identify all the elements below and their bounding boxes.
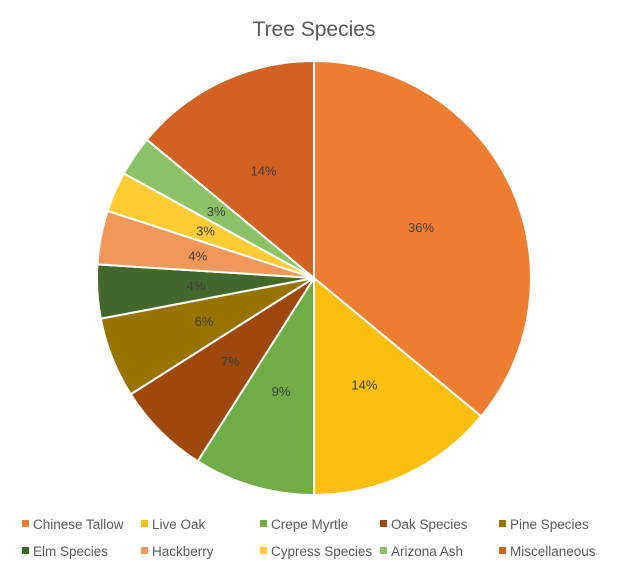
legend-item-arizona-ash: Arizona Ash xyxy=(380,544,463,559)
legend-swatch xyxy=(380,547,387,554)
legend-swatch xyxy=(22,547,29,554)
data-label-crepe-myrtle: 9% xyxy=(272,384,291,399)
legend-label: Crepe Myrtle xyxy=(271,517,348,532)
legend-label: Chinese Tallow xyxy=(33,517,124,532)
pie-slice-crepe-myrtle xyxy=(196,277,315,496)
legend-item-crepe-myrtle: Crepe Myrtle xyxy=(260,517,348,532)
legend-label: Pine Species xyxy=(510,517,589,532)
pie-slices xyxy=(96,60,532,496)
pie-slice-chinese-tallow xyxy=(313,60,532,418)
legend-label: Oak Species xyxy=(391,517,468,532)
legend-label: Miscellaneous xyxy=(510,544,596,559)
data-label-pine-species: 6% xyxy=(195,314,214,329)
chart-legend: Chinese Tallow Live Oak Crepe Myrtle Oak Sp… xyxy=(22,517,596,559)
data-label-arizona-ash: 3% xyxy=(207,204,226,219)
legend-item-pine-species: Pine Species xyxy=(499,517,589,532)
legend-item-miscellaneous: Miscellaneous xyxy=(499,544,596,559)
legend-item-cypress-species: Cypress Species xyxy=(260,544,373,559)
legend-item-chinese-tallow: Chinese Tallow xyxy=(22,517,124,532)
data-label-cypress-species: 3% xyxy=(196,224,215,239)
legend-swatch xyxy=(499,520,506,527)
legend-label: Live Oak xyxy=(152,517,206,532)
data-label-hackberry: 4% xyxy=(188,248,207,263)
pie-data-labels: 36% 14% 9% 7% 6% 4% 4% 3% 3% 14% xyxy=(187,164,435,400)
legend-swatch xyxy=(141,520,148,527)
legend-swatch xyxy=(260,547,267,554)
legend-item-hackberry: Hackberry xyxy=(141,544,214,559)
legend-label: Hackberry xyxy=(152,544,214,559)
pie-slice-live-oak xyxy=(313,277,483,496)
legend-swatch xyxy=(22,520,29,527)
data-label-live-oak: 14% xyxy=(351,378,377,393)
legend-label: Arizona Ash xyxy=(391,544,463,559)
data-label-elm-species: 4% xyxy=(187,278,206,293)
legend-item-live-oak: Live Oak xyxy=(141,517,206,532)
legend-swatch xyxy=(141,547,148,554)
chart-title: Tree Species xyxy=(253,18,376,41)
legend-swatch xyxy=(499,547,506,554)
legend-swatch xyxy=(380,520,387,527)
legend-item-elm-species: Elm Species xyxy=(22,544,108,559)
legend-label: Elm Species xyxy=(33,544,108,559)
pie-slice-miscellaneous xyxy=(145,60,315,279)
legend-item-oak-species: Oak Species xyxy=(380,517,468,532)
data-label-miscellaneous: 14% xyxy=(251,164,277,179)
data-label-chinese-tallow: 36% xyxy=(408,220,434,235)
legend-label: Cypress Species xyxy=(271,544,373,559)
legend-swatch xyxy=(260,520,267,527)
data-label-oak-species: 7% xyxy=(221,354,240,369)
